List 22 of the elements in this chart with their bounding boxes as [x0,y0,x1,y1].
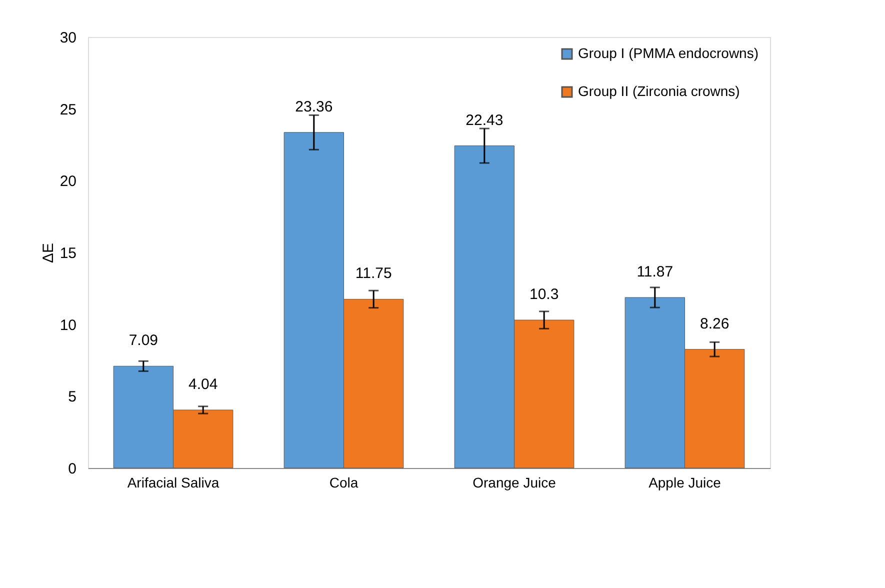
legend-label: Group II (Zirconia crowns) [578,83,740,99]
y-tick-label: 10 [60,316,76,334]
y-tick-label: 0 [68,460,76,478]
y-axis-title: ΔE [40,242,57,264]
y-tick-label: 25 [60,101,76,118]
data-label: 4.04 [188,376,218,393]
data-label: 10.3 [529,286,559,304]
data-label: 22.43 [466,112,504,129]
x-tick-label: Arifacial Saliva [127,474,220,490]
data-label: 11.75 [355,265,392,282]
data-label: 7.09 [128,332,158,350]
x-tick-label: Orange Juice [472,474,556,490]
legend-label: Group I (PMMA endocrowns) [578,45,759,61]
y-tick-label: 20 [60,173,76,190]
x-tick-label: Apple Juice [648,474,722,490]
data-label: 8.26 [700,315,730,332]
y-tick-label: 30 [60,30,76,46]
data-label: 23.36 [295,98,333,116]
y-tick-label: 15 [60,245,76,262]
y-tick-label: 5 [68,388,76,406]
data-label: 11.87 [636,263,674,280]
x-tick-label: Cola [329,474,358,490]
